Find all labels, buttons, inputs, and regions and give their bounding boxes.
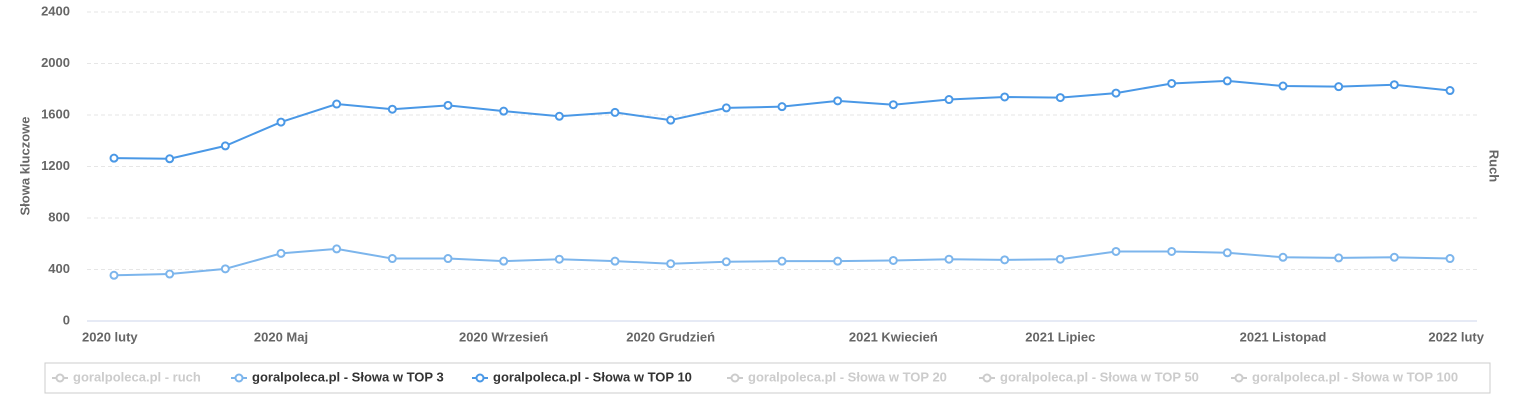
point (888, 255, 898, 265)
point (1278, 252, 1288, 262)
legend-symbol (982, 373, 992, 383)
point (1334, 82, 1344, 92)
point (499, 256, 509, 266)
point (666, 259, 676, 269)
point (1389, 80, 1399, 90)
point (1334, 253, 1344, 263)
point (1445, 254, 1455, 264)
legend-item[interactable]: goralpoleca.pl - ruch (73, 369, 201, 384)
point (554, 111, 564, 121)
y-tick-label: 1200 (41, 158, 70, 173)
legend-item[interactable]: goralpoleca.pl - Słowa w TOP 100 (1252, 369, 1458, 384)
point (610, 256, 620, 266)
y-tick-label: 400 (48, 261, 70, 276)
point (387, 104, 397, 114)
point (1055, 254, 1065, 264)
legend-symbol (1234, 373, 1244, 383)
point (610, 107, 620, 117)
x-tick-label: 2021 Listopad (1240, 329, 1327, 344)
legend-item[interactable]: goralpoleca.pl - Słowa w TOP 20 (748, 369, 947, 384)
y-tick-label: 1600 (41, 106, 70, 121)
legend-item[interactable]: goralpoleca.pl - Słowa w TOP 10 (493, 369, 692, 384)
x-tick-label: 2022 luty (1428, 329, 1484, 344)
x-tick-label: 2020 Wrzesień (459, 329, 548, 344)
legend-symbol (55, 373, 65, 383)
point (165, 154, 175, 164)
point (1000, 255, 1010, 265)
point (332, 244, 342, 254)
point (721, 257, 731, 267)
legend-symbol (234, 373, 244, 383)
x-tick-label: 2020 Grudzień (626, 329, 715, 344)
point (220, 264, 230, 274)
point (332, 99, 342, 109)
y-tick-label: 0 (63, 312, 70, 327)
point (109, 270, 119, 280)
point (833, 256, 843, 266)
y-tick-label: 2000 (41, 55, 70, 70)
point (1445, 86, 1455, 96)
point (1222, 76, 1232, 86)
point (554, 254, 564, 264)
point (721, 103, 731, 113)
x-tick-label: 2021 Lipiec (1025, 329, 1095, 344)
point (276, 248, 286, 258)
point (944, 254, 954, 264)
point (944, 95, 954, 105)
point (443, 100, 453, 110)
line (113, 79, 1451, 160)
point (1278, 81, 1288, 91)
y2-axis-title: Ruch (1487, 150, 1502, 183)
x-tick-label: 2020 luty (82, 329, 138, 344)
point (1111, 246, 1121, 256)
point (220, 141, 230, 151)
point (888, 100, 898, 110)
y-tick-label: 800 (48, 209, 70, 224)
point (1055, 93, 1065, 103)
point (1167, 78, 1177, 88)
point (1389, 252, 1399, 262)
point (666, 115, 676, 125)
point (443, 254, 453, 264)
point (499, 106, 509, 116)
point (387, 254, 397, 264)
point (833, 96, 843, 106)
point (109, 153, 119, 163)
x-tick-label: 2021 Kwiecień (849, 329, 938, 344)
point (1167, 246, 1177, 256)
x-tick-label: 2020 Maj (254, 329, 308, 344)
legend-symbol (475, 373, 485, 383)
legend-symbol (730, 373, 740, 383)
point (276, 117, 286, 127)
y-tick-label: 2400 (41, 3, 70, 18)
point (1000, 92, 1010, 102)
legend-box (44, 362, 1491, 394)
legend-item[interactable]: goralpoleca.pl - Słowa w TOP 50 (1000, 369, 1199, 384)
point (1222, 248, 1232, 258)
point (1111, 88, 1121, 98)
point (777, 256, 787, 266)
legend-item[interactable]: goralpoleca.pl - Słowa w TOP 3 (252, 369, 444, 384)
y-axis-title: Słowa kluczowe (17, 117, 32, 216)
point (165, 269, 175, 279)
point (777, 102, 787, 112)
